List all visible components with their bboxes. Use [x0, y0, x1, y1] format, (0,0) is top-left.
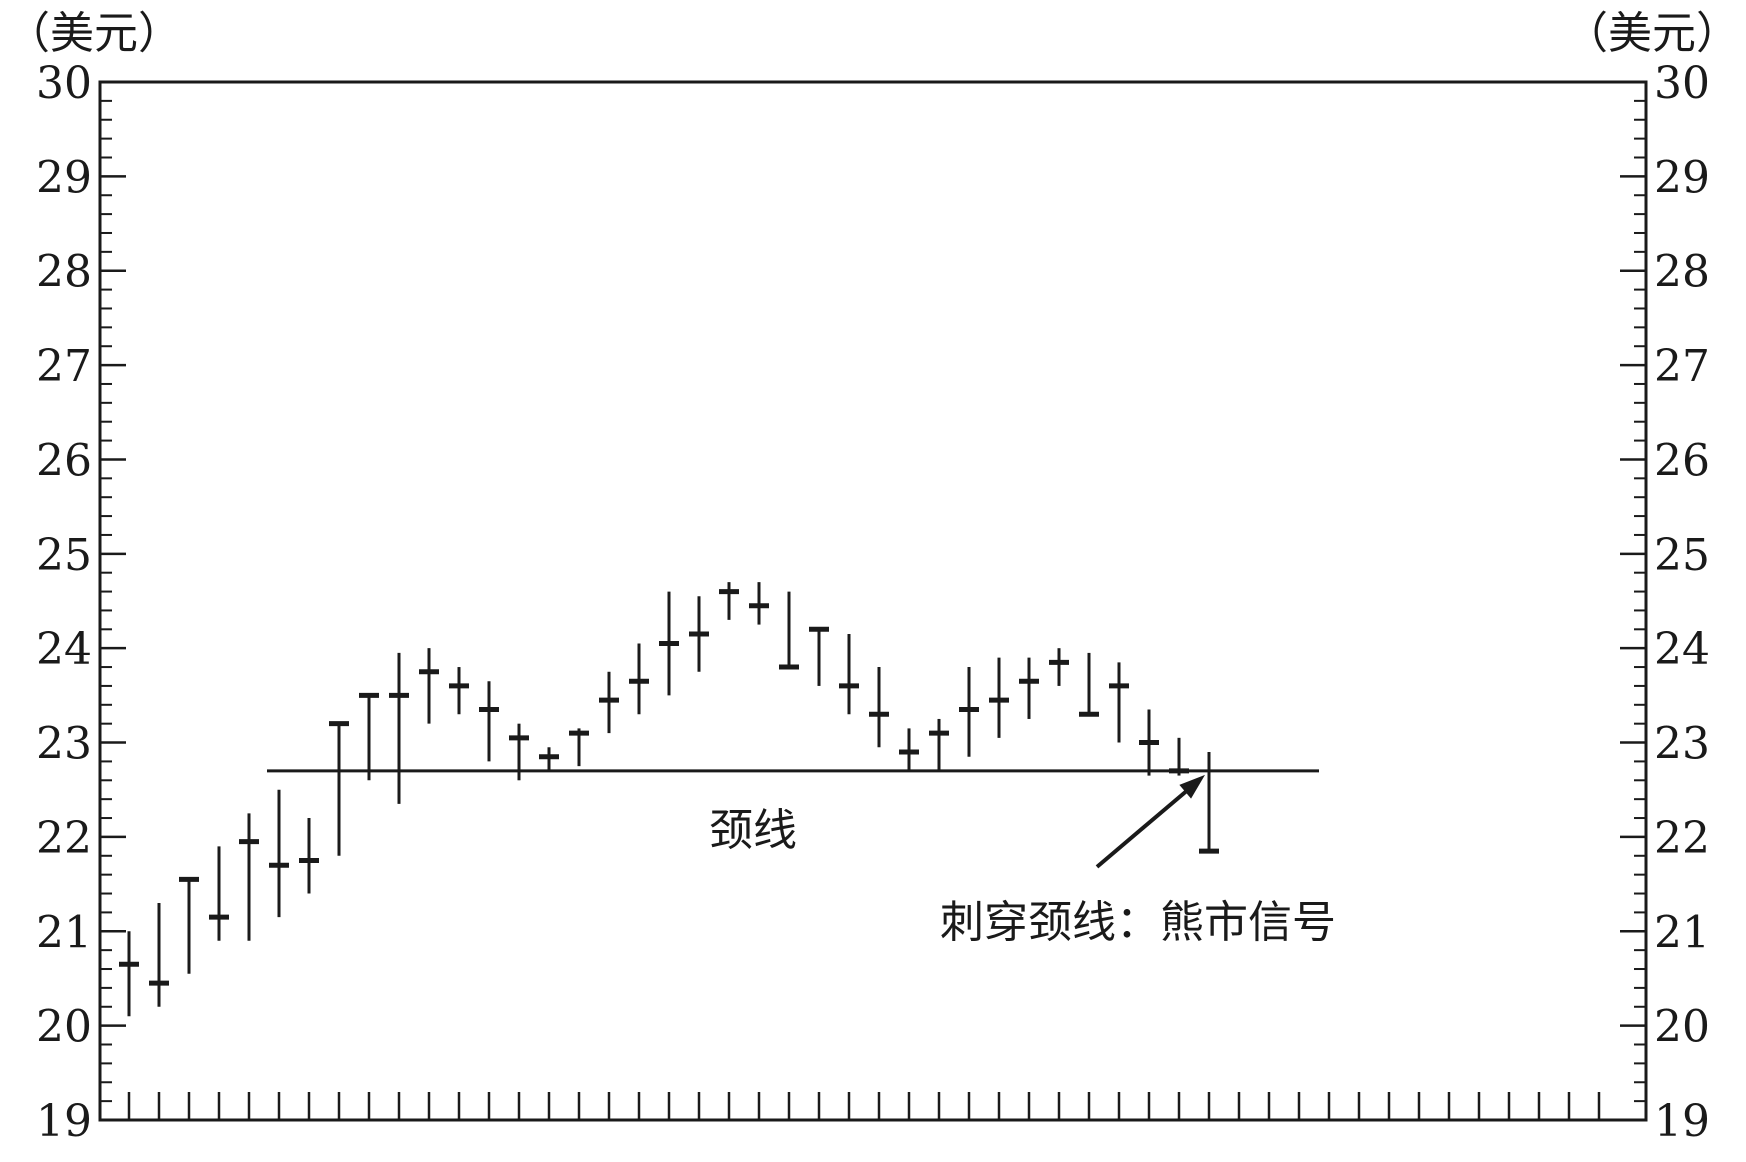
ohlc-bar: [389, 652, 409, 804]
y-tick-label-right: 24: [1654, 624, 1710, 675]
y-tick-label-right: 20: [1654, 1002, 1710, 1053]
y-tick-label-left: 21: [36, 907, 92, 958]
ohlc-bar: [329, 721, 349, 856]
left-y-axis: 19 20 21 22 23 24 25 26 27 28 29 30: [36, 58, 126, 1147]
ohlc-bar: [719, 582, 739, 620]
ohlc-bar: [359, 692, 379, 781]
ohlc-bar: [599, 671, 619, 734]
ohlc-bar: [119, 931, 139, 1017]
x-axis-ticks: [127, 1092, 1601, 1120]
y-tick-label-left: 20: [36, 1002, 92, 1053]
y-tick-label-right: 28: [1654, 247, 1710, 298]
y-tick-label-left: 29: [36, 152, 92, 203]
ohlc-bar: [1049, 648, 1069, 686]
y-tick-label-right: 30: [1654, 58, 1710, 109]
left-unit-label: （美元）: [6, 8, 182, 59]
ohlc-bar: [569, 728, 589, 767]
annotation-arrowhead: [1179, 774, 1205, 799]
y-tick-label-right: 22: [1654, 813, 1710, 864]
y-tick-label-left: 26: [36, 435, 92, 486]
ohlc-bar: [479, 681, 499, 762]
ohlc-bar: [809, 626, 829, 686]
ohlc-bar: [239, 813, 259, 941]
y-tick-label-left: 27: [36, 341, 92, 392]
ohlc-bar: [299, 818, 319, 894]
ohlc-bar: [179, 876, 199, 974]
right-unit-label: （美元）: [1564, 8, 1740, 59]
ohlc-bars: [119, 582, 1219, 1017]
y-tick-label-left: 24: [36, 624, 92, 675]
ohlc-bar: [1199, 751, 1219, 854]
y-tick-label-right: 23: [1654, 719, 1710, 770]
neckline-label: 颈线: [709, 805, 797, 856]
y-tick-label-left: 25: [36, 530, 92, 581]
ohlc-bar: [1019, 657, 1039, 719]
ohlc-bar: [449, 667, 469, 715]
ohlc-bar: [929, 718, 949, 771]
ohlc-bar: [989, 657, 1009, 738]
y-tick-label-right: 29: [1654, 152, 1710, 203]
plot-frame: [98, 80, 1648, 1122]
ohlc-bar: [1139, 709, 1159, 776]
ohlc-bar: [869, 667, 889, 748]
ohlc-bar: [149, 902, 169, 1007]
y-tick-label-left: 22: [36, 813, 92, 864]
y-tick-label-right: 27: [1654, 341, 1710, 392]
breakout-annotation: 刺穿颈线：熊市信号: [940, 897, 1336, 948]
y-tick-label-right: 21: [1654, 907, 1710, 958]
ohlc-bar: [1079, 652, 1099, 717]
y-tick-label-right: 19: [1654, 1096, 1710, 1147]
ohlc-bar: [959, 667, 979, 757]
y-tick-label-left: 23: [36, 719, 92, 770]
y-tick-label-left: 28: [36, 247, 92, 298]
ohlc-bar: [689, 596, 709, 672]
ohlc-bar: [209, 846, 229, 941]
ohlc-bar: [779, 591, 799, 670]
y-tick-label-right: 25: [1654, 530, 1710, 581]
ohlc-bar: [629, 643, 649, 715]
ohlc-bar: [269, 789, 289, 918]
annotation-arrow: [1095, 782, 1197, 869]
right-y-axis: 19 20 21 22 23 24 25 26 27 28 29 30: [1620, 58, 1710, 1147]
y-tick-label-right: 26: [1654, 435, 1710, 486]
ohlc-bar: [539, 747, 559, 771]
ohlc-bar: [659, 591, 679, 696]
y-tick-label-left: 30: [36, 58, 92, 109]
ohlc-bar: [749, 582, 769, 625]
ohlc-bar: [839, 634, 859, 715]
ohlc-bar: [1109, 662, 1129, 743]
ohlc-bar: [419, 648, 439, 724]
ohlc-bar: [899, 728, 919, 771]
y-tick-label-left: 19: [36, 1096, 92, 1147]
